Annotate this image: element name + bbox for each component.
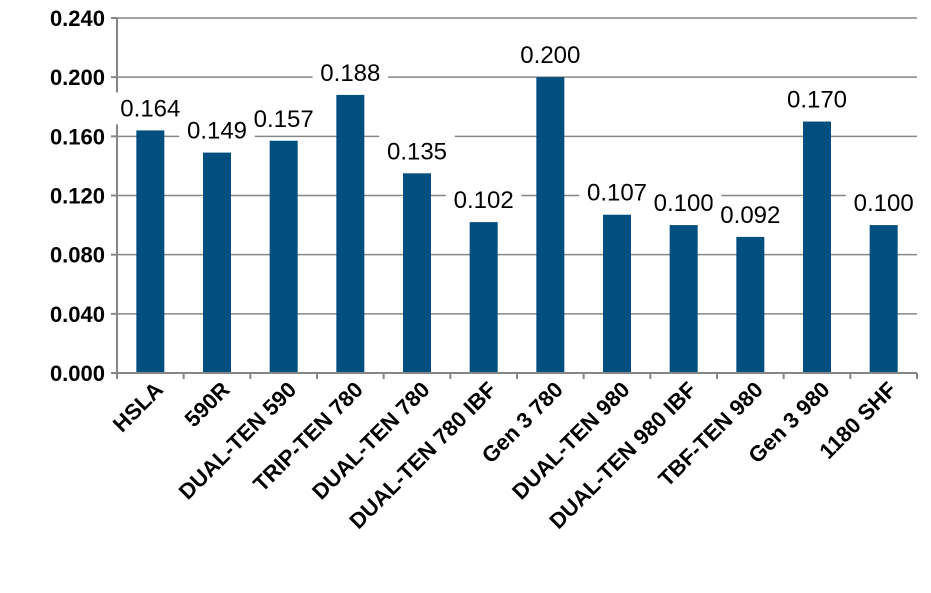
data-label-background xyxy=(712,198,789,231)
y-tick-label: 0.000 xyxy=(50,361,105,386)
data-label-background xyxy=(179,114,255,147)
y-tick-label: 0.120 xyxy=(50,184,105,209)
y-tick-label: 0.040 xyxy=(50,302,105,327)
data-label-background xyxy=(112,92,189,125)
y-tick-label: 0.080 xyxy=(50,243,105,268)
bar xyxy=(803,121,831,374)
y-tick-label: 0.240 xyxy=(50,6,105,31)
y-tick-label: 0.160 xyxy=(50,124,105,149)
x-tick-label: DUAL-TEN 780 xyxy=(307,377,434,504)
data-label: 0.107 xyxy=(587,180,647,207)
bar xyxy=(669,225,698,373)
data-label: 0.188 xyxy=(320,60,380,87)
data-label-background xyxy=(512,39,589,72)
data-label: 0.200 xyxy=(520,42,580,69)
bars xyxy=(136,77,898,374)
data-label-background xyxy=(845,187,922,220)
axes xyxy=(111,17,918,379)
data-label: 0.135 xyxy=(387,138,447,165)
bar xyxy=(336,94,365,374)
bar xyxy=(136,130,165,373)
bar xyxy=(603,214,631,373)
x-tick-label: DUAL-TEN 590 xyxy=(174,377,301,504)
data-label: 0.157 xyxy=(254,106,314,133)
data-label: 0.092 xyxy=(720,202,780,229)
bar xyxy=(736,236,765,373)
data-label-background xyxy=(379,135,455,168)
data-label: 0.100 xyxy=(854,190,914,217)
data-label: 0.164 xyxy=(120,95,180,122)
bar xyxy=(869,225,898,373)
bar xyxy=(203,152,231,373)
bar xyxy=(469,222,498,373)
data-label: 0.100 xyxy=(654,190,714,217)
bar xyxy=(269,140,298,373)
data-label-background xyxy=(445,184,522,217)
data-label: 0.149 xyxy=(187,118,247,145)
bar xyxy=(536,77,565,374)
x-tick-label: HSLA xyxy=(108,377,168,437)
data-label-background xyxy=(312,56,389,89)
data-label: 0.102 xyxy=(454,187,514,214)
data-label-background xyxy=(579,176,655,209)
data-label: 0.170 xyxy=(787,87,847,114)
data-label-background xyxy=(245,102,322,135)
x-tick-label: 590R xyxy=(180,377,235,432)
y-tick-label: 0.200 xyxy=(50,65,105,90)
data-label-background xyxy=(645,187,722,220)
y-tick-labels: 0.000 0.040 0.080 0.120 0.160 0.200 0.240 xyxy=(50,6,105,386)
x-tick-label: DUAL-TEN 980 xyxy=(507,377,634,504)
bar xyxy=(403,173,431,373)
data-label-background xyxy=(779,83,855,116)
